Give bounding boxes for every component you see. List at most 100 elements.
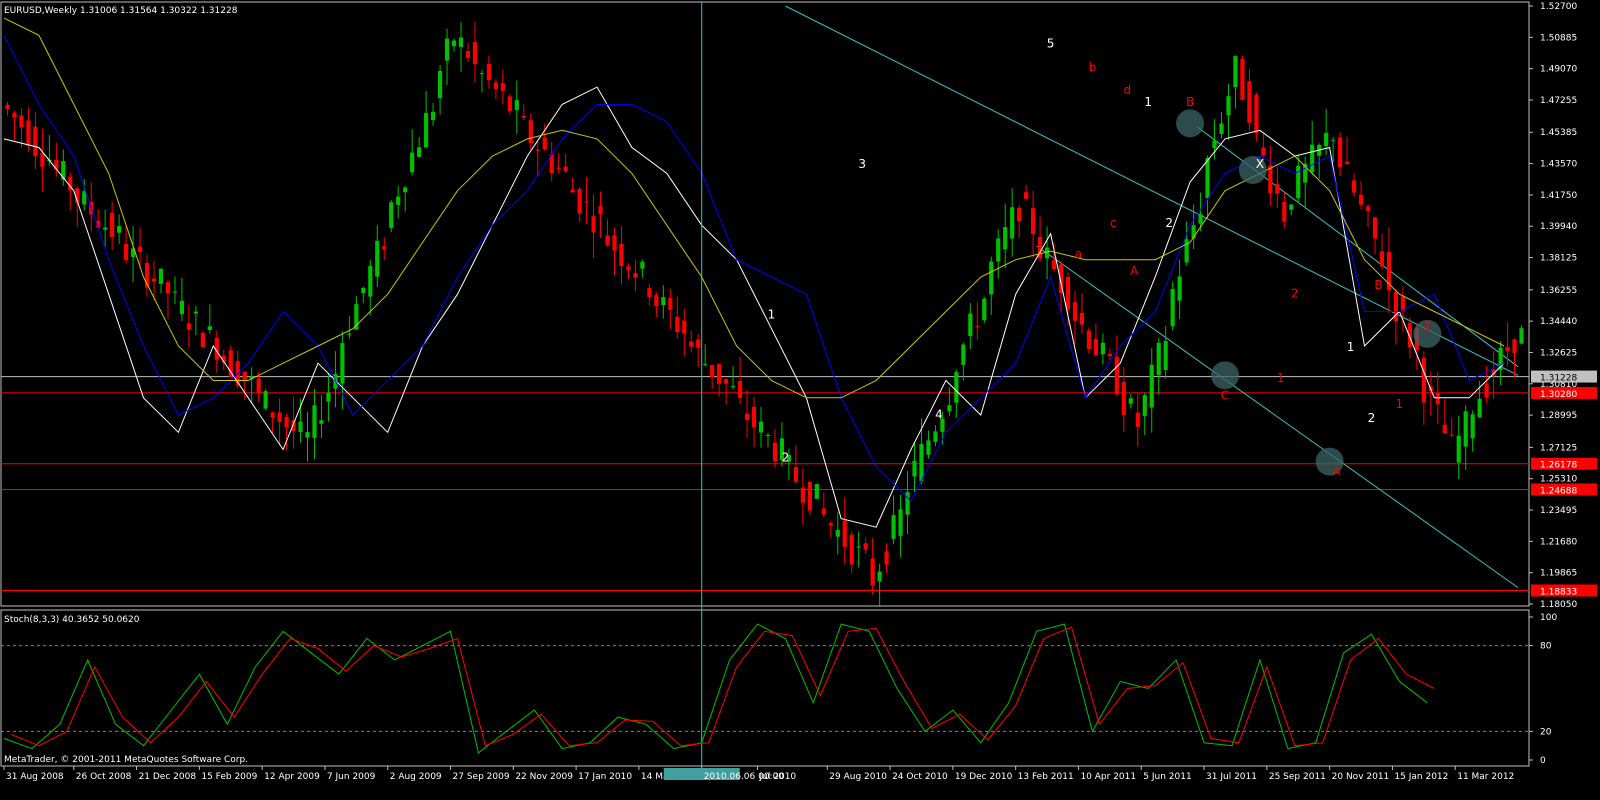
candle-body	[1470, 414, 1475, 439]
candle-body	[249, 376, 254, 379]
candle-body	[1100, 342, 1105, 355]
candle-body	[1456, 435, 1461, 463]
candle-body	[793, 466, 798, 482]
candle-body	[1344, 161, 1350, 165]
candle-body	[354, 304, 359, 330]
candle-body	[12, 112, 17, 118]
price-tick-label-11: 1.32625	[1540, 348, 1577, 358]
candle-body	[786, 454, 792, 462]
candle-body	[640, 261, 645, 269]
candle-body	[521, 116, 526, 118]
candle-body	[961, 344, 966, 365]
candle-body	[919, 443, 924, 482]
candle-body	[772, 442, 778, 462]
candle-body	[40, 152, 45, 167]
candle-body	[884, 551, 889, 565]
candle-body	[61, 161, 66, 180]
level-box-2	[1531, 483, 1597, 496]
candle-body	[744, 413, 750, 421]
candle-body	[1247, 81, 1252, 123]
wave-label-20: 2	[1368, 411, 1376, 425]
candle-body	[807, 481, 812, 511]
candle-body	[305, 432, 310, 438]
pattern-circles	[1176, 109, 1442, 476]
stoch-tick-label-1: 80	[1540, 642, 1552, 652]
candle-body	[779, 438, 785, 461]
candle-body	[242, 371, 247, 381]
candle-body	[1010, 207, 1015, 239]
candle-body	[835, 530, 840, 537]
candle-body	[654, 294, 659, 307]
candle-body	[947, 405, 952, 412]
time-tick-label-20: 25 Sep 2011	[1269, 772, 1326, 782]
candle-body	[389, 202, 394, 228]
wave-label-5: 3	[858, 157, 866, 171]
stoch-signal-line	[10, 626, 1435, 747]
price-level-boxes: 1.31228 1.30280 1.26178 1.24688 1.18833	[1531, 370, 1597, 597]
candle-body	[528, 120, 533, 144]
candle-body	[898, 509, 903, 536]
candle-body	[228, 350, 233, 377]
candle-body	[1142, 395, 1147, 417]
candle-body	[535, 149, 540, 151]
candle-body	[1491, 369, 1496, 376]
candle-body	[1149, 364, 1154, 408]
candle-body	[130, 248, 136, 258]
candle-body	[940, 418, 945, 432]
candle-body	[68, 176, 73, 191]
candle-body	[989, 261, 994, 295]
candle-body	[542, 137, 547, 150]
time-tick-label-0: 31 Aug 2008	[6, 772, 64, 782]
candle-body	[1240, 58, 1245, 100]
candle-body	[1365, 206, 1371, 211]
candle-body	[507, 96, 512, 111]
wave-label-6: X	[1256, 157, 1264, 171]
pattern-circle-0	[1176, 109, 1205, 138]
candle-body	[1017, 207, 1022, 222]
wave-label-10: A	[1130, 264, 1139, 278]
candle-body	[458, 37, 464, 47]
price-tick-label-1: 1.50885	[1540, 33, 1577, 43]
level-box-label-0: 1.30280	[1540, 390, 1577, 400]
candle-body	[75, 188, 80, 203]
stoch-tick-label-0: 100	[1540, 613, 1557, 623]
candle-body	[375, 240, 380, 277]
time-tick-label-15: 19 Dec 2010	[955, 772, 1013, 782]
candle-body	[1268, 165, 1273, 194]
time-tick-label-8: 22 Nov 2009	[515, 772, 573, 782]
candle-body	[1198, 214, 1203, 224]
pattern-circle-4	[1413, 319, 1442, 348]
copyright-text: MetaTrader, © 2001-2011 MetaQuotes Softw…	[4, 755, 248, 765]
candle-body	[828, 523, 833, 526]
candle-body	[1421, 357, 1426, 403]
candle-body	[1351, 180, 1357, 193]
candle-body	[1254, 94, 1259, 134]
candle-body	[1177, 276, 1182, 301]
candle-body	[1226, 96, 1231, 116]
pattern-circle-1	[1238, 155, 1267, 184]
wave-label-15: 1	[1347, 340, 1355, 354]
candle-body	[193, 311, 198, 314]
candle-body	[1296, 165, 1301, 199]
candle-body	[1505, 346, 1510, 351]
candle-body	[703, 363, 708, 365]
candle-body	[556, 167, 561, 169]
time-tick-label-23: 11 Mar 2012	[1457, 772, 1514, 782]
candle-body	[144, 262, 150, 288]
time-tick-label-1: 26 Oct 2008	[76, 772, 132, 782]
level-box-0	[1531, 386, 1597, 399]
time-tick-label-11: 2010.06.06 00:00	[704, 772, 785, 782]
candle-body	[165, 282, 171, 294]
price-tick-label-17: 1.21680	[1540, 537, 1577, 547]
candle-body	[626, 266, 631, 271]
candle-body	[96, 220, 101, 228]
moving-average-0	[3, 86, 1505, 528]
candle-body	[1386, 251, 1392, 291]
candle-body	[863, 543, 868, 550]
candle-body	[444, 38, 450, 61]
candle-body	[82, 191, 87, 205]
time-tick-label-7: 27 Sep 2009	[453, 772, 510, 782]
candle-body	[954, 372, 959, 403]
